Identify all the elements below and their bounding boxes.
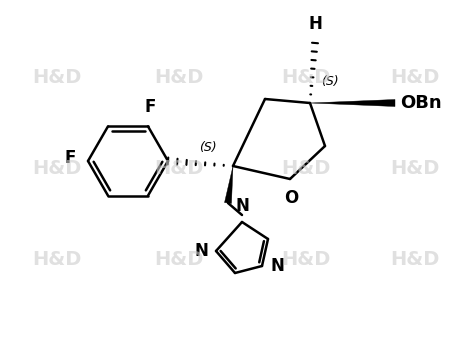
Text: N: N	[270, 257, 284, 275]
Text: F: F	[65, 149, 76, 167]
Text: H&D: H&D	[32, 250, 81, 269]
Text: N: N	[235, 197, 249, 215]
Text: F: F	[144, 98, 156, 117]
Text: (S): (S)	[199, 141, 217, 154]
Text: H&D: H&D	[390, 159, 439, 178]
Polygon shape	[225, 166, 233, 204]
Text: H&D: H&D	[154, 68, 203, 87]
Text: H&D: H&D	[282, 68, 331, 87]
Text: (S): (S)	[321, 74, 339, 87]
Text: N: N	[194, 242, 208, 260]
Text: H: H	[308, 15, 322, 33]
Text: H&D: H&D	[32, 159, 81, 178]
Text: H&D: H&D	[282, 159, 331, 178]
Text: H&D: H&D	[390, 250, 439, 269]
Text: H&D: H&D	[32, 68, 81, 87]
Text: H&D: H&D	[282, 250, 331, 269]
Text: O: O	[284, 189, 298, 207]
Text: H&D: H&D	[154, 159, 203, 178]
Polygon shape	[310, 99, 395, 106]
Text: H&D: H&D	[154, 250, 203, 269]
Text: OBn: OBn	[400, 94, 442, 112]
Text: H&D: H&D	[390, 68, 439, 87]
